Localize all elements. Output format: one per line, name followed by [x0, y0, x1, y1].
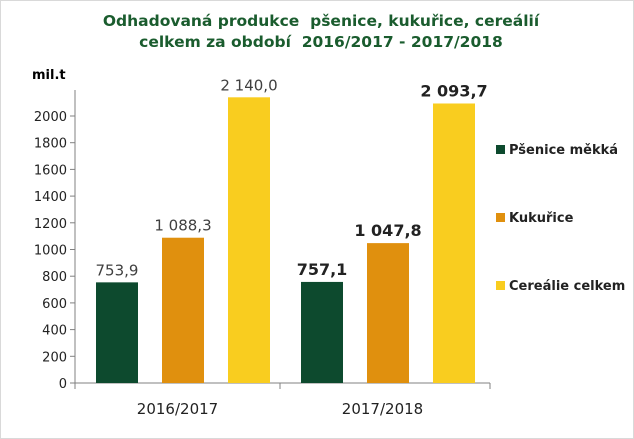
- chart-title-line-2: celkem za období 2016/2017 - 2017/2018: [139, 33, 503, 51]
- data-label: 1 047,8: [354, 221, 421, 240]
- legend-swatch: [496, 281, 505, 290]
- y-tick-label: 1000: [34, 244, 67, 259]
- data-label: 753,9: [96, 261, 139, 279]
- bar: [162, 237, 204, 383]
- x-category-label: 2017/2018: [342, 400, 423, 418]
- legend-label: Cereálie celkem: [509, 279, 625, 294]
- y-tick-label: 0: [59, 377, 67, 392]
- legend-swatch: [496, 213, 505, 222]
- data-label: 757,1: [297, 260, 348, 279]
- bar: [301, 281, 343, 383]
- y-tick-label: 2000: [34, 110, 67, 125]
- data-label: 2 140,0: [220, 76, 277, 94]
- y-tick-label: 1800: [34, 137, 67, 152]
- bar: [228, 97, 270, 383]
- x-category-label: 2016/2017: [137, 400, 218, 418]
- bar: [96, 282, 138, 383]
- y-tick-label: 800: [42, 270, 67, 285]
- chart-title: Odhadovaná produkce pšenice, kukuřice, c…: [61, 11, 581, 53]
- data-label: 2 093,7: [420, 81, 487, 100]
- y-tick-label: 400: [42, 324, 67, 339]
- y-tick-label: 600: [42, 297, 67, 312]
- y-axis-unit-label: mil.t: [32, 68, 66, 83]
- y-tick-label: 1400: [34, 190, 67, 205]
- data-label: 1 088,3: [154, 217, 211, 235]
- y-tick-label: 200: [42, 350, 67, 365]
- y-tick-label: 1600: [34, 163, 67, 178]
- legend-label: Kukuřice: [509, 211, 574, 226]
- chart-title-line-1: Odhadovaná produkce pšenice, kukuřice, c…: [102, 12, 540, 30]
- bar: [433, 103, 475, 383]
- legend-swatch: [496, 145, 505, 154]
- y-tick-label: 1200: [34, 217, 67, 232]
- legend-label: Pšenice měkká: [509, 143, 618, 158]
- bar: [367, 243, 409, 383]
